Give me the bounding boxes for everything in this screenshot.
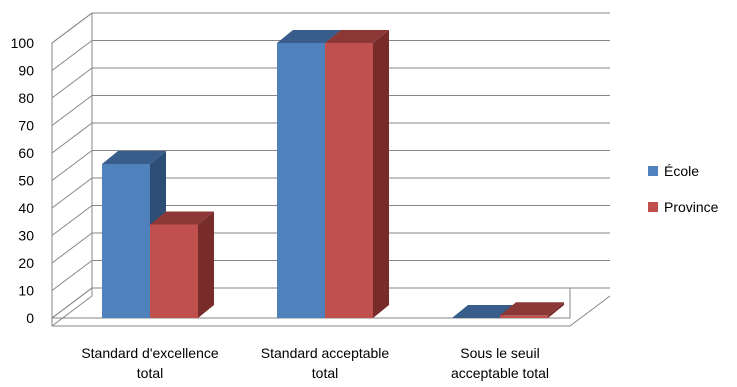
bar-top bbox=[500, 302, 564, 316]
bar-top bbox=[452, 305, 516, 318]
legend: École Province bbox=[648, 163, 719, 215]
y-tick-label: 10 bbox=[18, 283, 34, 299]
y-tick-label: 100 bbox=[11, 35, 35, 51]
legend-label: Province bbox=[664, 199, 719, 215]
y-tick-label: 40 bbox=[18, 200, 34, 216]
x-tick-label: Standard d'excellence bbox=[81, 345, 219, 361]
x-tick-label: Sous le seuil bbox=[460, 345, 539, 361]
floor-left-edge bbox=[51, 295, 93, 327]
bar-side bbox=[198, 211, 214, 318]
gridline-diagonal bbox=[51, 40, 93, 71]
legend-swatch bbox=[648, 166, 658, 176]
bar-top bbox=[277, 30, 341, 43]
bar-side bbox=[373, 30, 389, 318]
bar bbox=[277, 43, 325, 318]
y-tick-label: 70 bbox=[18, 118, 34, 134]
x-axis: Standard d'excellence total Standard accep… bbox=[81, 345, 549, 381]
legend-swatch bbox=[648, 202, 658, 212]
x-tick-label: acceptable total bbox=[451, 365, 549, 381]
bar-side bbox=[548, 302, 564, 318]
bar-top bbox=[325, 30, 389, 43]
gridline-diagonal bbox=[51, 287, 93, 319]
y-tick-label: 0 bbox=[26, 310, 34, 326]
gridline-diagonal bbox=[51, 12, 93, 44]
y-tick-label: 60 bbox=[18, 145, 34, 161]
y-tick-label: 30 bbox=[18, 228, 34, 244]
y-axis: 0 10 20 30 40 50 60 70 80 90 100 bbox=[11, 35, 35, 326]
x-tick-label: total bbox=[312, 365, 338, 381]
y-tick-label: 20 bbox=[18, 255, 34, 271]
gridline-diagonal bbox=[51, 122, 93, 154]
bar bbox=[150, 224, 198, 318]
x-tick-label: Standard acceptable bbox=[261, 345, 390, 361]
gridline-diagonal bbox=[51, 150, 93, 181]
gridline-diagonal bbox=[51, 177, 93, 209]
gridline-diagonal bbox=[51, 95, 93, 126]
gridline-diagonal bbox=[51, 205, 93, 236]
gridline-diagonal bbox=[51, 67, 93, 99]
gridline-diagonal bbox=[51, 232, 93, 264]
bar-top bbox=[102, 151, 166, 164]
y-tick-label: 90 bbox=[18, 63, 34, 79]
y-tick-label: 80 bbox=[18, 90, 34, 106]
legend-label: École bbox=[664, 163, 699, 179]
bars bbox=[102, 30, 564, 318]
bar bbox=[325, 43, 373, 318]
bar bbox=[500, 315, 548, 318]
floor-edge bbox=[569, 295, 611, 327]
bar bbox=[102, 164, 150, 318]
gridline-diagonal bbox=[51, 260, 93, 291]
bar-top bbox=[150, 211, 214, 225]
x-tick-label: total bbox=[137, 365, 163, 381]
y-tick-label: 50 bbox=[18, 173, 34, 189]
